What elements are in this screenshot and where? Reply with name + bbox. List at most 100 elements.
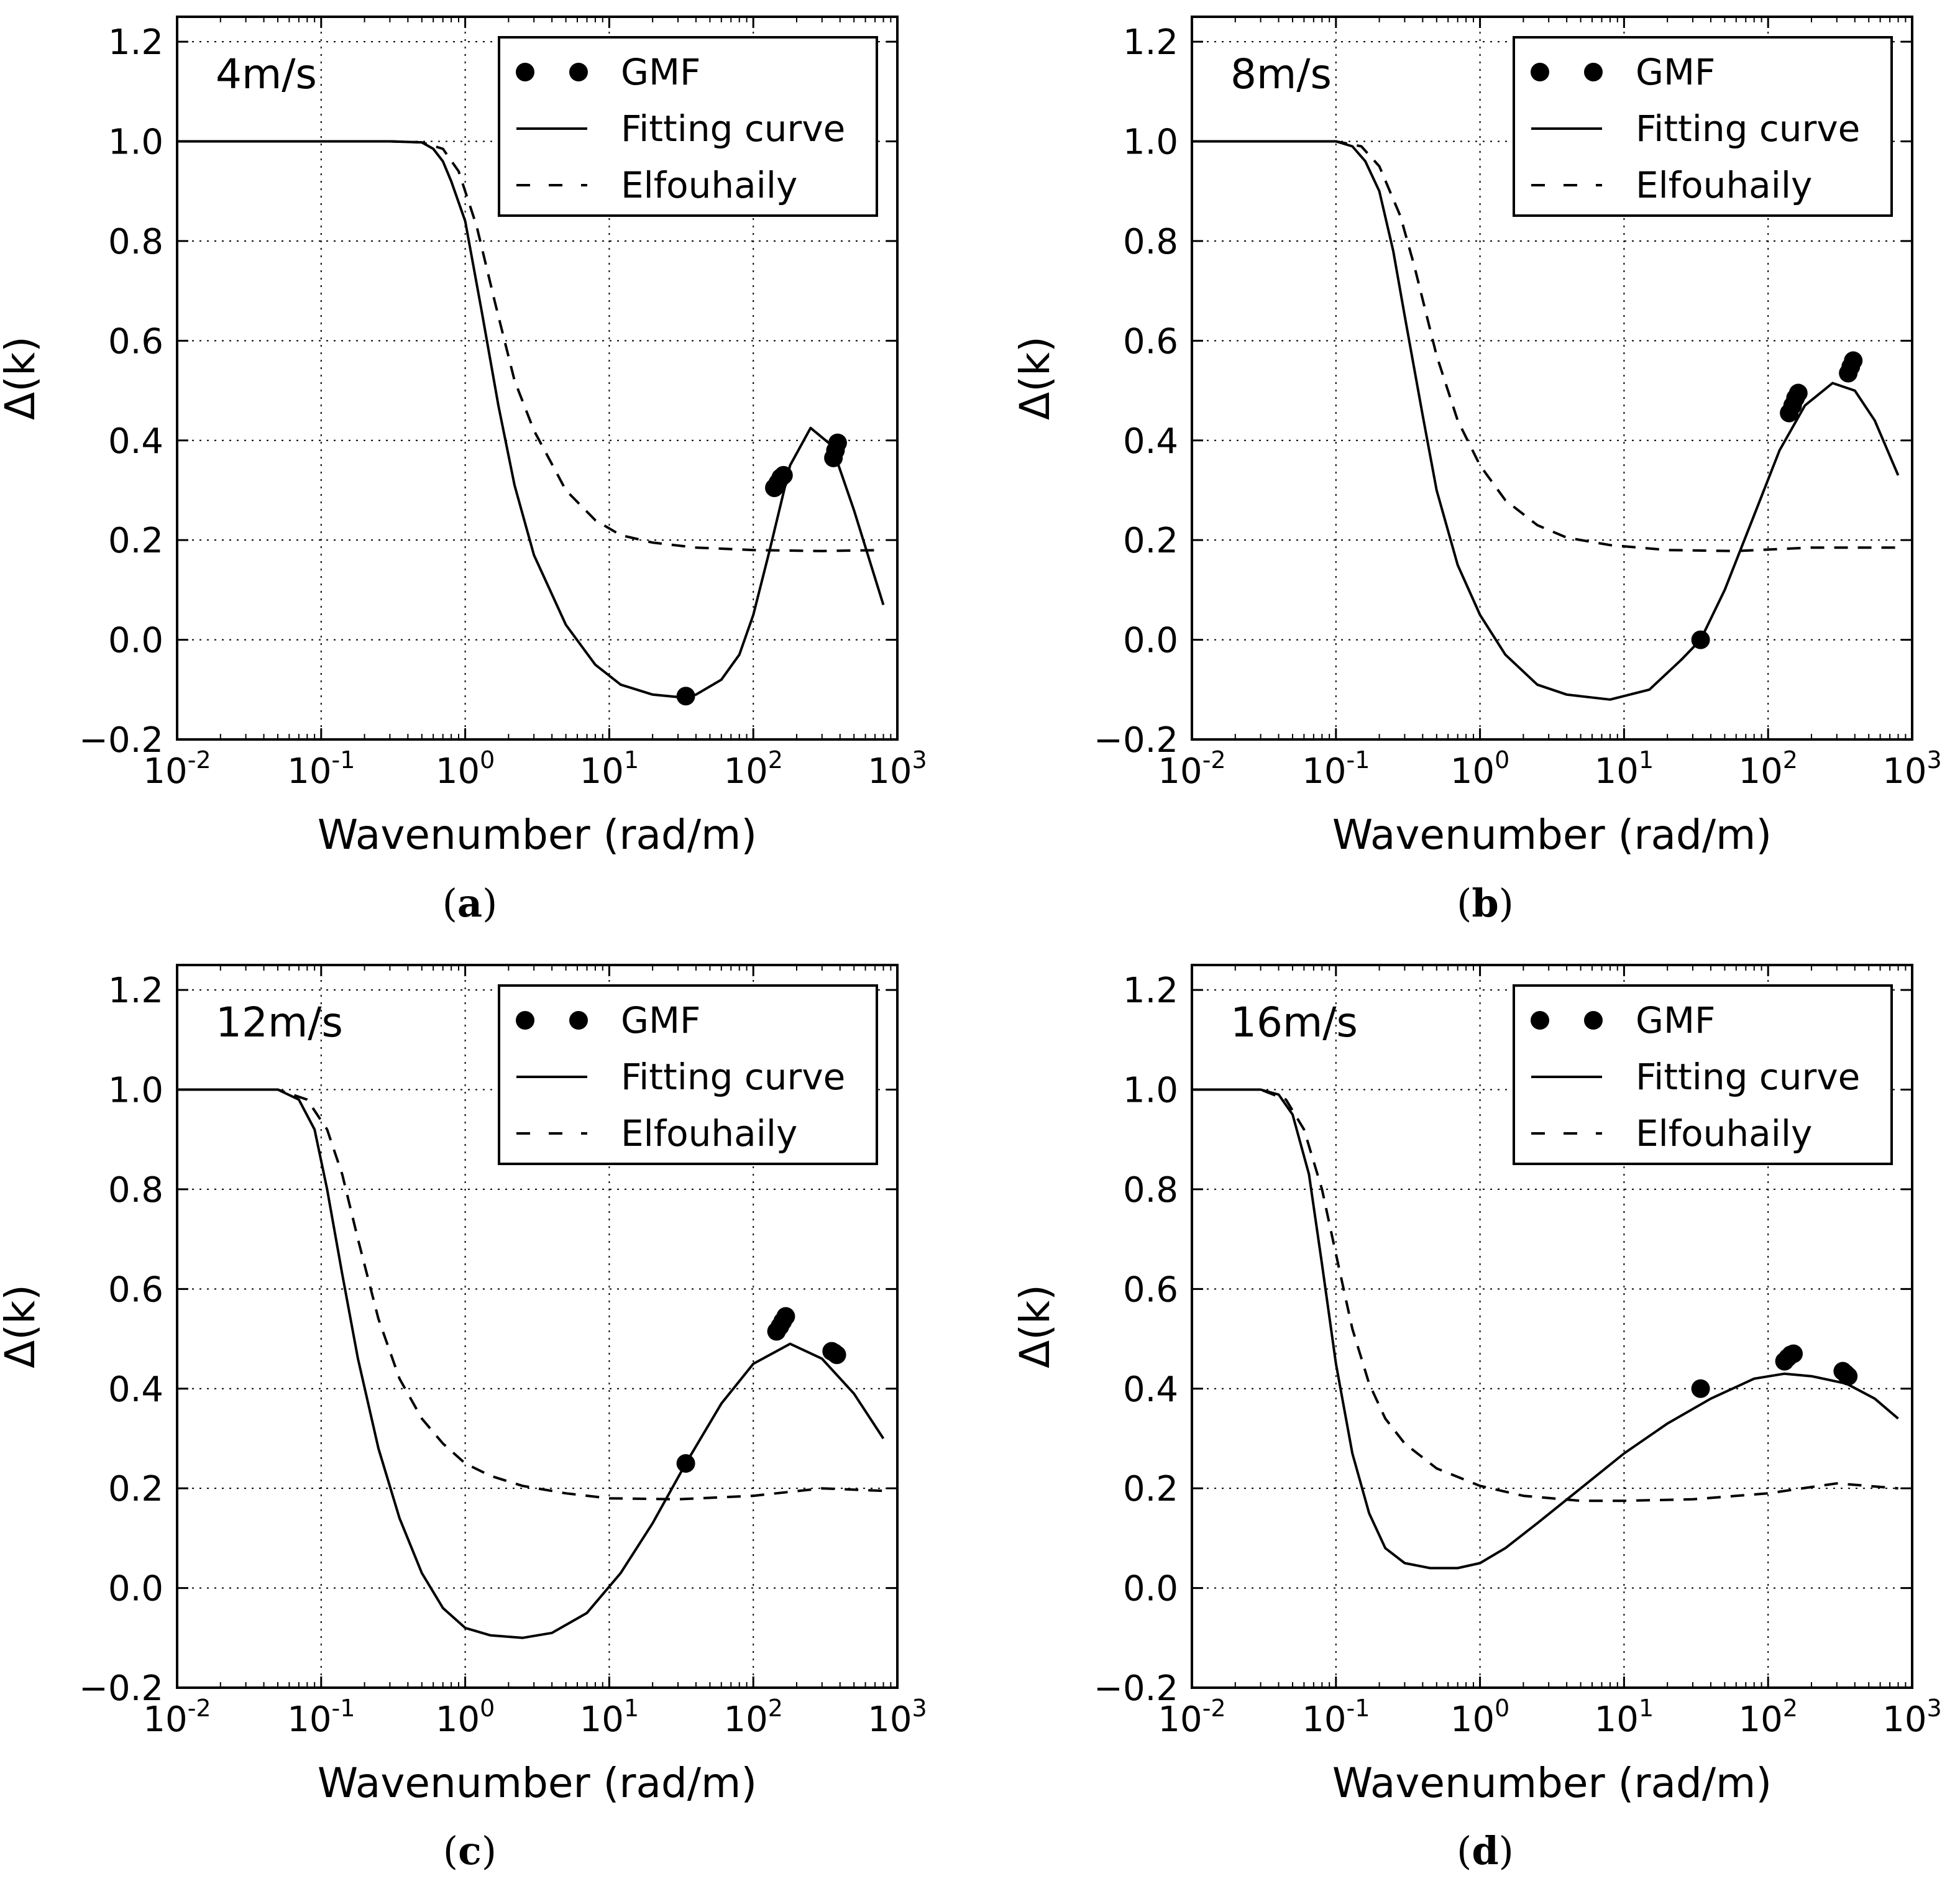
plot-area bbox=[1192, 1088, 1899, 1570]
x-tick-label: 10-1 bbox=[1302, 1695, 1370, 1740]
y-tick-label: 0.0 bbox=[108, 621, 163, 661]
legend-gmf-marker bbox=[1584, 63, 1603, 81]
plot-area bbox=[1192, 140, 1900, 701]
elfouhaily-line bbox=[177, 1088, 884, 1501]
y-tick-label: −0.2 bbox=[79, 720, 163, 761]
legend: GMF Fitting curve Elfouhaily bbox=[1513, 36, 1893, 217]
wind-speed-label: 8m/s bbox=[1230, 50, 1332, 98]
legend-label-fitting: Fitting curve bbox=[1636, 1056, 1860, 1098]
y-tick-label: 1.2 bbox=[108, 22, 163, 63]
y-tick-label: −0.2 bbox=[1094, 1668, 1178, 1709]
legend: GMF Fitting curve Elfouhaily bbox=[498, 36, 878, 217]
x-tick-label: 10-2 bbox=[1158, 746, 1225, 792]
panel-caption: (c) bbox=[443, 1828, 497, 1873]
legend-label-elfouhaily: Elfouhaily bbox=[621, 164, 797, 206]
y-axis-label: Δ(k) bbox=[0, 336, 44, 420]
chart-panel-c: −0.2 0.0 0.2 0.4 0.6 0.8 1.0 1.2 10-2 10-1 100 101 1… bbox=[0, 964, 927, 1873]
gmf-point bbox=[1691, 1379, 1710, 1398]
fitting-curve-line bbox=[1192, 1088, 1899, 1570]
y-tick-label: 0.6 bbox=[108, 1270, 163, 1310]
y-tick-label: 0.2 bbox=[1123, 1469, 1178, 1509]
chart-panel-a: −0.2 0.0 0.2 0.4 0.6 0.8 1.0 1.2 10-2 10-1 100 101 1… bbox=[0, 16, 927, 926]
x-tick-label: 100 bbox=[436, 746, 495, 792]
plot-frame bbox=[176, 964, 899, 1689]
x-tick-label: 10-1 bbox=[1302, 746, 1370, 792]
y-tick-label: 0.8 bbox=[1123, 1170, 1178, 1210]
y-tick-label: 0.4 bbox=[1123, 421, 1178, 462]
y-tick-label: 0.4 bbox=[108, 421, 163, 462]
gmf-point bbox=[1839, 1366, 1858, 1386]
legend-label-gmf: GMF bbox=[1636, 51, 1715, 93]
legend-label-elfouhaily: Elfouhaily bbox=[621, 1112, 797, 1155]
y-tick-label: 0.6 bbox=[1123, 321, 1178, 362]
panel-caption: (b) bbox=[1457, 881, 1514, 926]
y-tick-label: 1.0 bbox=[108, 1071, 163, 1111]
gmf-point bbox=[1788, 383, 1808, 403]
y-tick-label: 1.0 bbox=[108, 122, 163, 163]
gmf-point bbox=[776, 1307, 795, 1326]
x-axis-label: Wavenumber (rad/m) bbox=[1332, 811, 1772, 859]
plot-area bbox=[177, 1088, 885, 1639]
y-tick-label: 0.6 bbox=[1123, 1270, 1178, 1310]
gmf-point bbox=[676, 687, 695, 706]
x-tick-label: 101 bbox=[580, 746, 639, 792]
legend: GMF Fitting curve Elfouhaily bbox=[498, 984, 878, 1165]
legend-gmf-marker bbox=[516, 63, 534, 81]
wind-speed-label: 12m/s bbox=[216, 999, 343, 1046]
gmf-point bbox=[676, 1454, 695, 1473]
x-tick-label: 102 bbox=[1738, 1695, 1797, 1740]
y-axis-label: Δ(k) bbox=[1011, 1284, 1059, 1368]
elfouhaily-line bbox=[1192, 1088, 1898, 1503]
x-tick-label: 10-1 bbox=[287, 746, 355, 792]
plot-frame bbox=[176, 16, 899, 741]
y-tick-label: 1.2 bbox=[1123, 971, 1178, 1011]
x-tick-label: 100 bbox=[1450, 746, 1509, 792]
y-axis-label: Δ(k) bbox=[1011, 336, 1059, 420]
x-tick-label: 101 bbox=[580, 1695, 639, 1740]
x-tick-label: 102 bbox=[723, 1695, 782, 1740]
gmf-point bbox=[827, 1345, 846, 1365]
legend-gmf-marker bbox=[1531, 63, 1549, 81]
y-tick-label: 0.0 bbox=[1123, 1569, 1178, 1609]
y-tick-label: 0.2 bbox=[108, 521, 163, 561]
x-tick-label: 10-2 bbox=[143, 746, 211, 792]
x-tick-label: 103 bbox=[868, 746, 927, 792]
x-tick-label: 103 bbox=[868, 1695, 927, 1740]
gmf-point bbox=[828, 433, 847, 452]
legend-label-elfouhaily: Elfouhaily bbox=[1636, 164, 1812, 206]
legend-gmf-marker bbox=[1531, 1011, 1549, 1030]
x-tick-label: 100 bbox=[1450, 1695, 1509, 1740]
y-tick-label: 1.0 bbox=[1123, 122, 1178, 163]
y-tick-label: 0.0 bbox=[1123, 621, 1178, 661]
x-tick-label: 10-2 bbox=[1158, 1695, 1225, 1740]
y-tick-label: 1.2 bbox=[108, 971, 163, 1011]
legend-label-fitting: Fitting curve bbox=[621, 108, 845, 150]
x-tick-label: 103 bbox=[1882, 746, 1941, 792]
y-tick-label: 0.2 bbox=[1123, 521, 1178, 561]
legend-label-fitting: Fitting curve bbox=[621, 1056, 845, 1098]
y-tick-label: 0.2 bbox=[108, 1469, 163, 1509]
x-axis-label: Wavenumber (rad/m) bbox=[318, 1759, 757, 1807]
y-tick-label: 1.2 bbox=[1123, 22, 1178, 63]
y-tick-label: 0.6 bbox=[108, 321, 163, 362]
plot-frame bbox=[1191, 964, 1913, 1689]
y-tick-label: 1.0 bbox=[1123, 1071, 1178, 1111]
x-axis-label: Wavenumber (rad/m) bbox=[1332, 1759, 1772, 1807]
x-tick-label: 101 bbox=[1595, 746, 1654, 792]
gmf-point bbox=[1844, 351, 1863, 370]
legend-gmf-marker bbox=[569, 63, 588, 81]
legend-label-gmf: GMF bbox=[621, 51, 700, 93]
y-tick-label: 0.8 bbox=[108, 1170, 163, 1210]
legend-label-gmf: GMF bbox=[621, 999, 700, 1041]
legend: GMF Fitting curve Elfouhaily bbox=[1513, 984, 1893, 1165]
plot-area bbox=[177, 140, 885, 706]
x-tick-label: 103 bbox=[1882, 1695, 1941, 1740]
y-tick-label: 0.0 bbox=[108, 1569, 163, 1609]
plot-frame bbox=[1191, 16, 1913, 741]
legend-label-gmf: GMF bbox=[1636, 999, 1715, 1041]
x-tick-label: 102 bbox=[1738, 746, 1797, 792]
legend-label-fitting: Fitting curve bbox=[1636, 108, 1860, 150]
legend-gmf-marker bbox=[516, 1011, 534, 1030]
legend-gmf-marker bbox=[569, 1011, 588, 1030]
